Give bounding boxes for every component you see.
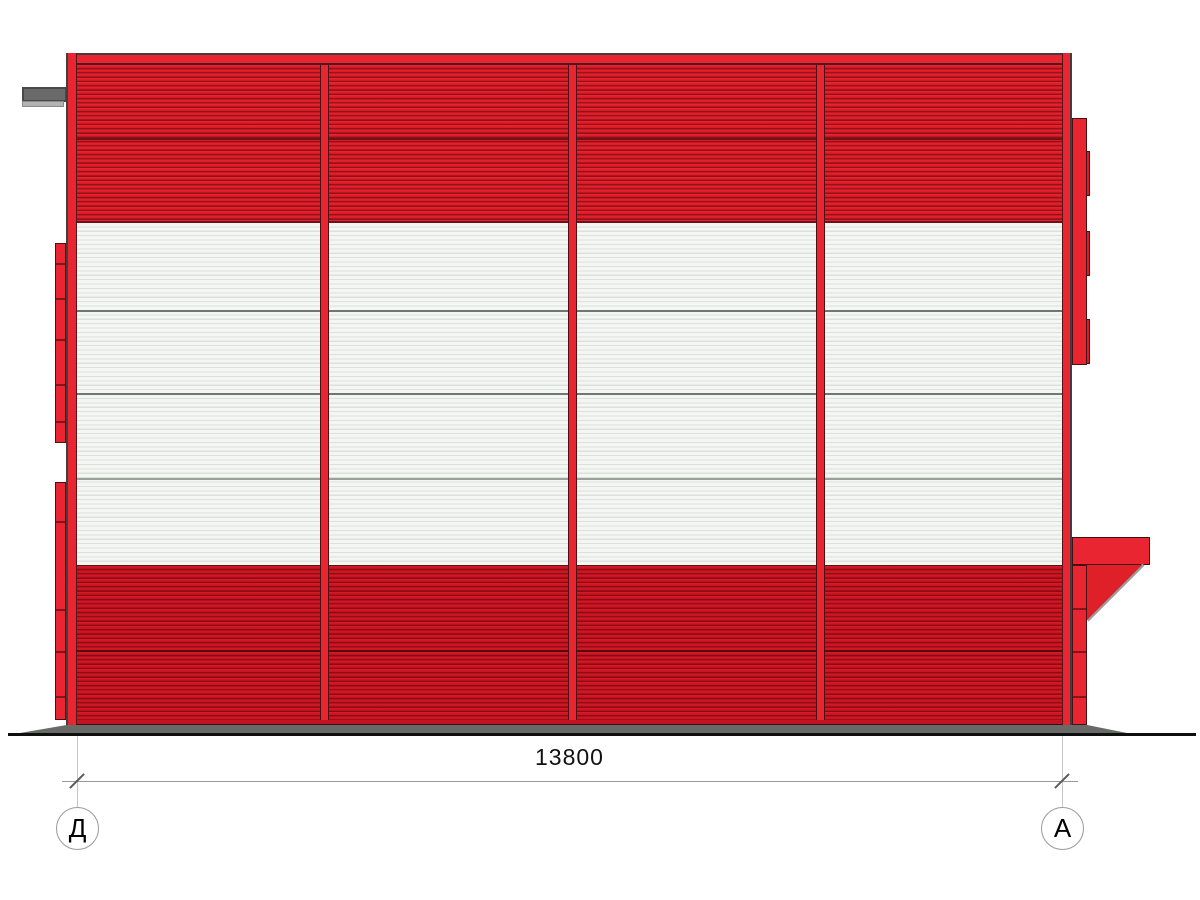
axis-letter-left: Д <box>68 813 87 843</box>
pipe-joint <box>56 421 65 423</box>
wall-trim-lower-right <box>1072 565 1087 725</box>
axis-bubble-left: Д <box>56 807 99 850</box>
wall-trim-upper-right <box>1072 118 1090 365</box>
extension-line-right <box>1062 736 1063 808</box>
roof-outlet-pipe-flange <box>22 101 64 107</box>
trim-bracket <box>1086 319 1090 364</box>
ground-strip <box>20 725 1127 733</box>
parapet-cap <box>66 53 1072 65</box>
corner-trim-right <box>1062 53 1072 725</box>
trim-bracket <box>1086 151 1090 196</box>
pipe-joint <box>56 521 65 523</box>
dimension-text: 13800 <box>535 744 604 770</box>
pipe-joint <box>56 696 65 698</box>
mullion-3 <box>816 65 825 720</box>
pipe-joint <box>1073 651 1086 653</box>
roof-outlet-pipe <box>22 87 67 102</box>
pipe-joint <box>56 263 65 265</box>
downpipe-upper <box>55 243 66 443</box>
pipe-joint <box>56 384 65 386</box>
pipe-joint <box>56 651 65 653</box>
trim-bracket <box>1086 231 1090 276</box>
pipe-joint <box>1073 608 1086 610</box>
corner-trim-left <box>66 53 77 725</box>
axis-letter-right: А <box>1053 813 1072 843</box>
pipe-joint <box>1073 696 1086 698</box>
canopy <box>1072 537 1150 565</box>
dimension-line <box>62 781 1078 782</box>
axis-bubble-right: А <box>1041 807 1084 850</box>
extension-line-left <box>77 736 78 808</box>
pipe-joint <box>56 298 65 300</box>
pipe-joint <box>56 339 65 341</box>
downpipe-lower <box>55 482 66 720</box>
mullion-2 <box>568 65 577 720</box>
mullion-1 <box>320 65 329 720</box>
ground-line <box>8 733 1196 736</box>
canopy-bracket <box>1087 565 1142 620</box>
pipe-joint <box>56 609 65 611</box>
